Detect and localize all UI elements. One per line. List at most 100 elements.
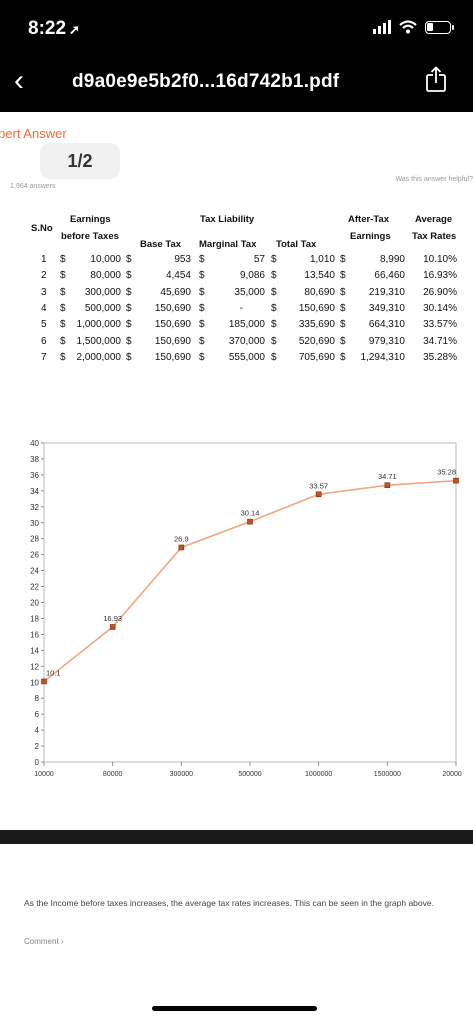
cell-currency: $ bbox=[60, 254, 66, 265]
x-tick-label: 1500000 bbox=[374, 771, 401, 778]
cell-no: 2 bbox=[41, 270, 47, 282]
cell-total-tax: 150,690 bbox=[298, 302, 335, 314]
y-tick-label: 32 bbox=[30, 503, 39, 512]
cell-after-tax: 219,310 bbox=[368, 286, 405, 298]
header-avg-2: Tax Rates bbox=[412, 231, 457, 242]
data-label: 33.57 bbox=[309, 481, 328, 490]
tax-table: S.No Earnings before Taxes Tax Liability… bbox=[0, 0, 473, 400]
wifi-icon bbox=[399, 20, 417, 34]
comment-label: Comment bbox=[24, 937, 59, 946]
cell-earnings: 300,000 bbox=[84, 286, 121, 298]
cell-currency: $ bbox=[199, 302, 205, 314]
home-indicator[interactable] bbox=[152, 1006, 317, 1011]
cell-avg-rate: 30.14% bbox=[423, 302, 457, 314]
cell-total-tax: 520,690 bbox=[298, 335, 335, 347]
cell-currency: $ bbox=[340, 270, 346, 282]
cell-currency: $ bbox=[126, 335, 132, 347]
cell-currency: $ bbox=[60, 286, 66, 298]
cell-currency: $ bbox=[199, 270, 205, 282]
cell-currency: $ bbox=[271, 351, 277, 363]
header-sno: S.No bbox=[31, 223, 53, 234]
y-tick-label: 12 bbox=[30, 662, 39, 671]
cell-currency: $ bbox=[126, 286, 132, 298]
cell-currency: $ bbox=[271, 254, 277, 265]
data-label: 35.28 bbox=[437, 468, 456, 477]
cell-currency: $ bbox=[271, 270, 277, 282]
back-button[interactable]: ‹ bbox=[14, 66, 24, 96]
y-tick-label: 26 bbox=[30, 551, 39, 560]
cell-currency: $ bbox=[271, 302, 277, 314]
y-tick-label: 8 bbox=[35, 694, 40, 703]
cell-currency: $ bbox=[199, 335, 205, 347]
data-point bbox=[247, 518, 253, 525]
cell-no: 5 bbox=[41, 319, 47, 331]
cell-currency: $ bbox=[126, 254, 132, 265]
cell-base-tax: 45,690 bbox=[160, 286, 191, 298]
header-earnings: Earnings bbox=[70, 214, 111, 225]
cell-currency: $ bbox=[271, 319, 277, 331]
cell-currency: $ bbox=[126, 270, 132, 282]
cell-currency: $ bbox=[340, 302, 346, 314]
x-tick-label: 2000000 bbox=[442, 771, 462, 778]
cell-after-tax: 8,990 bbox=[379, 254, 405, 265]
cell-no: 4 bbox=[41, 302, 47, 314]
cell-after-tax: 664,310 bbox=[368, 319, 405, 331]
cell-marginal-tax: 9,086 bbox=[239, 270, 265, 282]
cell-marginal-tax: - bbox=[239, 302, 243, 314]
comment-button[interactable]: Comment › bbox=[24, 937, 64, 946]
y-tick-label: 0 bbox=[35, 758, 40, 767]
share-icon[interactable] bbox=[425, 66, 447, 92]
cell-base-tax: 953 bbox=[174, 254, 191, 265]
cell-after-tax: 979,310 bbox=[368, 335, 405, 347]
expert-answer-heading: pert Answer bbox=[0, 126, 67, 141]
cell-avg-rate: 35.28% bbox=[423, 351, 457, 363]
x-tick-label: 1000000 bbox=[305, 771, 332, 778]
y-tick-label: 34 bbox=[30, 487, 39, 496]
cell-earnings: 1,500,000 bbox=[76, 335, 122, 347]
signal-bars-icon bbox=[373, 20, 391, 34]
plot-area bbox=[43, 442, 457, 763]
x-tick-label: 80000 bbox=[103, 771, 123, 778]
y-tick-label: 24 bbox=[30, 567, 39, 576]
cell-after-tax: 1,294,310 bbox=[360, 351, 406, 363]
cell-currency: $ bbox=[60, 351, 66, 363]
y-tick-label: 28 bbox=[30, 535, 39, 544]
data-point bbox=[384, 482, 391, 488]
tax-rate-chart: 0246810121416182022242628303234363840100… bbox=[30, 440, 462, 778]
header-after-tax-2: Earnings bbox=[350, 231, 391, 242]
cell-base-tax: 150,690 bbox=[154, 302, 191, 314]
y-tick-label: 20 bbox=[30, 599, 39, 608]
header-base-tax: Base Tax bbox=[140, 239, 182, 250]
header-tax-liability: Tax Liability bbox=[200, 214, 255, 225]
cell-currency: $ bbox=[271, 335, 277, 347]
cell-currency: $ bbox=[340, 254, 346, 265]
cell-currency: $ bbox=[199, 286, 205, 298]
cell-base-tax: 4,454 bbox=[165, 270, 191, 282]
cell-earnings: 500,000 bbox=[84, 302, 121, 314]
y-tick-label: 6 bbox=[35, 710, 40, 719]
cell-currency: $ bbox=[126, 302, 132, 314]
cell-currency: $ bbox=[199, 319, 205, 331]
y-tick-label: 14 bbox=[30, 646, 39, 655]
header-marginal-tax: Marginal Tax bbox=[199, 239, 257, 250]
data-point bbox=[178, 544, 185, 551]
cell-currency: $ bbox=[60, 335, 66, 347]
cell-currency: $ bbox=[60, 319, 66, 331]
cell-after-tax: 349,310 bbox=[368, 302, 405, 314]
y-tick-label: 16 bbox=[30, 630, 39, 639]
cell-total-tax: 705,690 bbox=[298, 351, 335, 363]
divider bbox=[0, 830, 473, 844]
cell-earnings: 10,000 bbox=[90, 254, 121, 265]
cell-total-tax: 80,690 bbox=[304, 286, 335, 298]
cell-currency: $ bbox=[126, 319, 132, 331]
page-indicator: 1/2 bbox=[40, 143, 120, 179]
battery-icon bbox=[425, 20, 454, 34]
cell-no: 1 bbox=[41, 254, 47, 265]
cell-earnings: 1,000,000 bbox=[76, 319, 122, 331]
cell-total-tax: 1,010 bbox=[309, 254, 335, 265]
cell-avg-rate: 16.93% bbox=[423, 270, 457, 282]
status-icons bbox=[373, 20, 454, 34]
cell-currency: $ bbox=[199, 254, 205, 265]
cell-marginal-tax: 185,000 bbox=[228, 319, 265, 331]
cell-no: 6 bbox=[41, 335, 47, 347]
